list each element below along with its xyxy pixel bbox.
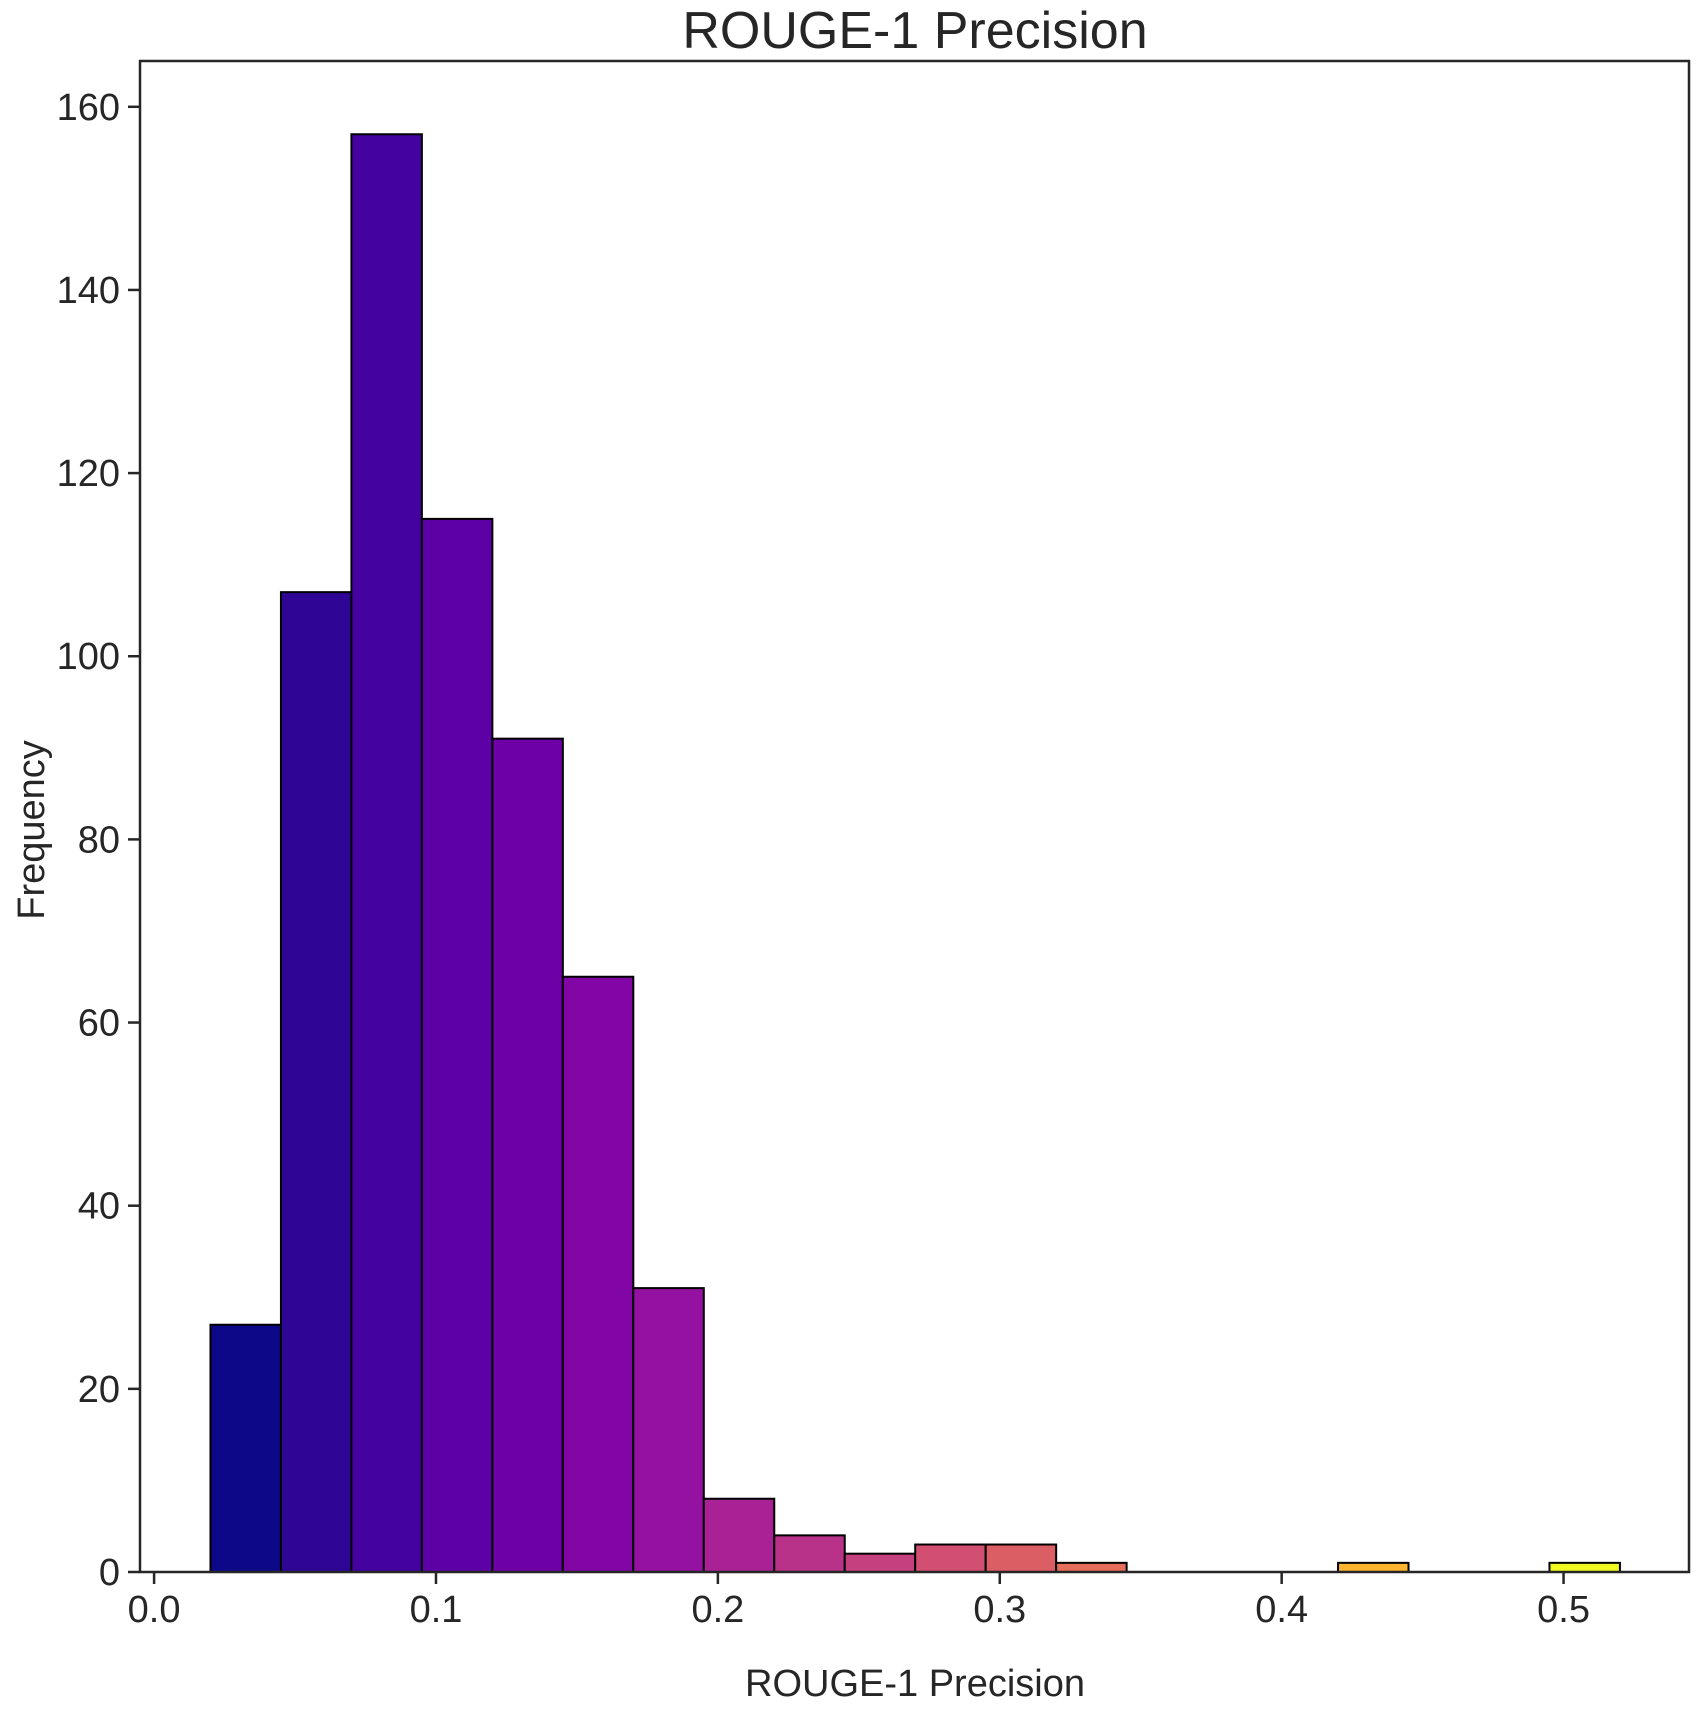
y-tick-label: 60 xyxy=(78,1003,120,1045)
histogram-bar xyxy=(1337,1561,1410,1573)
bars-group xyxy=(209,133,1621,1574)
histogram-bar xyxy=(420,517,494,1573)
plot-frame xyxy=(138,59,1691,1574)
histogram-bar xyxy=(491,737,564,1573)
y-tick-label: 140 xyxy=(57,270,120,312)
histogram-bar xyxy=(773,1534,846,1574)
y-tick-label: 0 xyxy=(99,1552,120,1594)
histogram-bar xyxy=(984,1543,1058,1573)
y-tick-label: 100 xyxy=(57,636,120,678)
x-tick-label: 0.5 xyxy=(1537,1589,1590,1631)
histogram-bar xyxy=(561,975,635,1573)
x-tick-label: 0.0 xyxy=(128,1589,181,1631)
y-tick-label: 80 xyxy=(78,819,120,861)
chart-title: ROUGE-1 Precision xyxy=(682,2,1147,60)
x-tick-label: 0.3 xyxy=(973,1589,1026,1631)
y-axis-label: Frequency xyxy=(11,740,53,920)
histogram-bar xyxy=(914,1543,987,1573)
histogram-bar xyxy=(632,1287,705,1573)
histogram-bar xyxy=(1548,1561,1621,1573)
histogram-bar xyxy=(843,1552,917,1573)
y-tick-label: 120 xyxy=(57,453,120,495)
y-tick-label: 160 xyxy=(57,87,120,129)
histogram-bar xyxy=(209,1323,282,1574)
y-tick-label: 40 xyxy=(78,1186,120,1228)
histogram-bar xyxy=(350,133,423,1573)
histogram-bar xyxy=(279,591,353,1573)
histogram-bar xyxy=(702,1497,776,1573)
histogram-bar xyxy=(1055,1561,1128,1573)
y-axis-ticks: 0 20 40 60 80 100 120 140 160 xyxy=(57,87,140,1594)
x-axis-label: ROUGE-1 Precision xyxy=(745,1663,1085,1705)
x-tick-label: 0.1 xyxy=(410,1589,463,1631)
y-tick-label: 20 xyxy=(78,1369,120,1411)
x-axis-ticks: 0.0 0.1 0.2 0.3 0.4 0.5 xyxy=(128,1572,1590,1631)
x-tick-label: 0.2 xyxy=(691,1589,744,1631)
x-tick-label: 0.4 xyxy=(1255,1589,1308,1631)
